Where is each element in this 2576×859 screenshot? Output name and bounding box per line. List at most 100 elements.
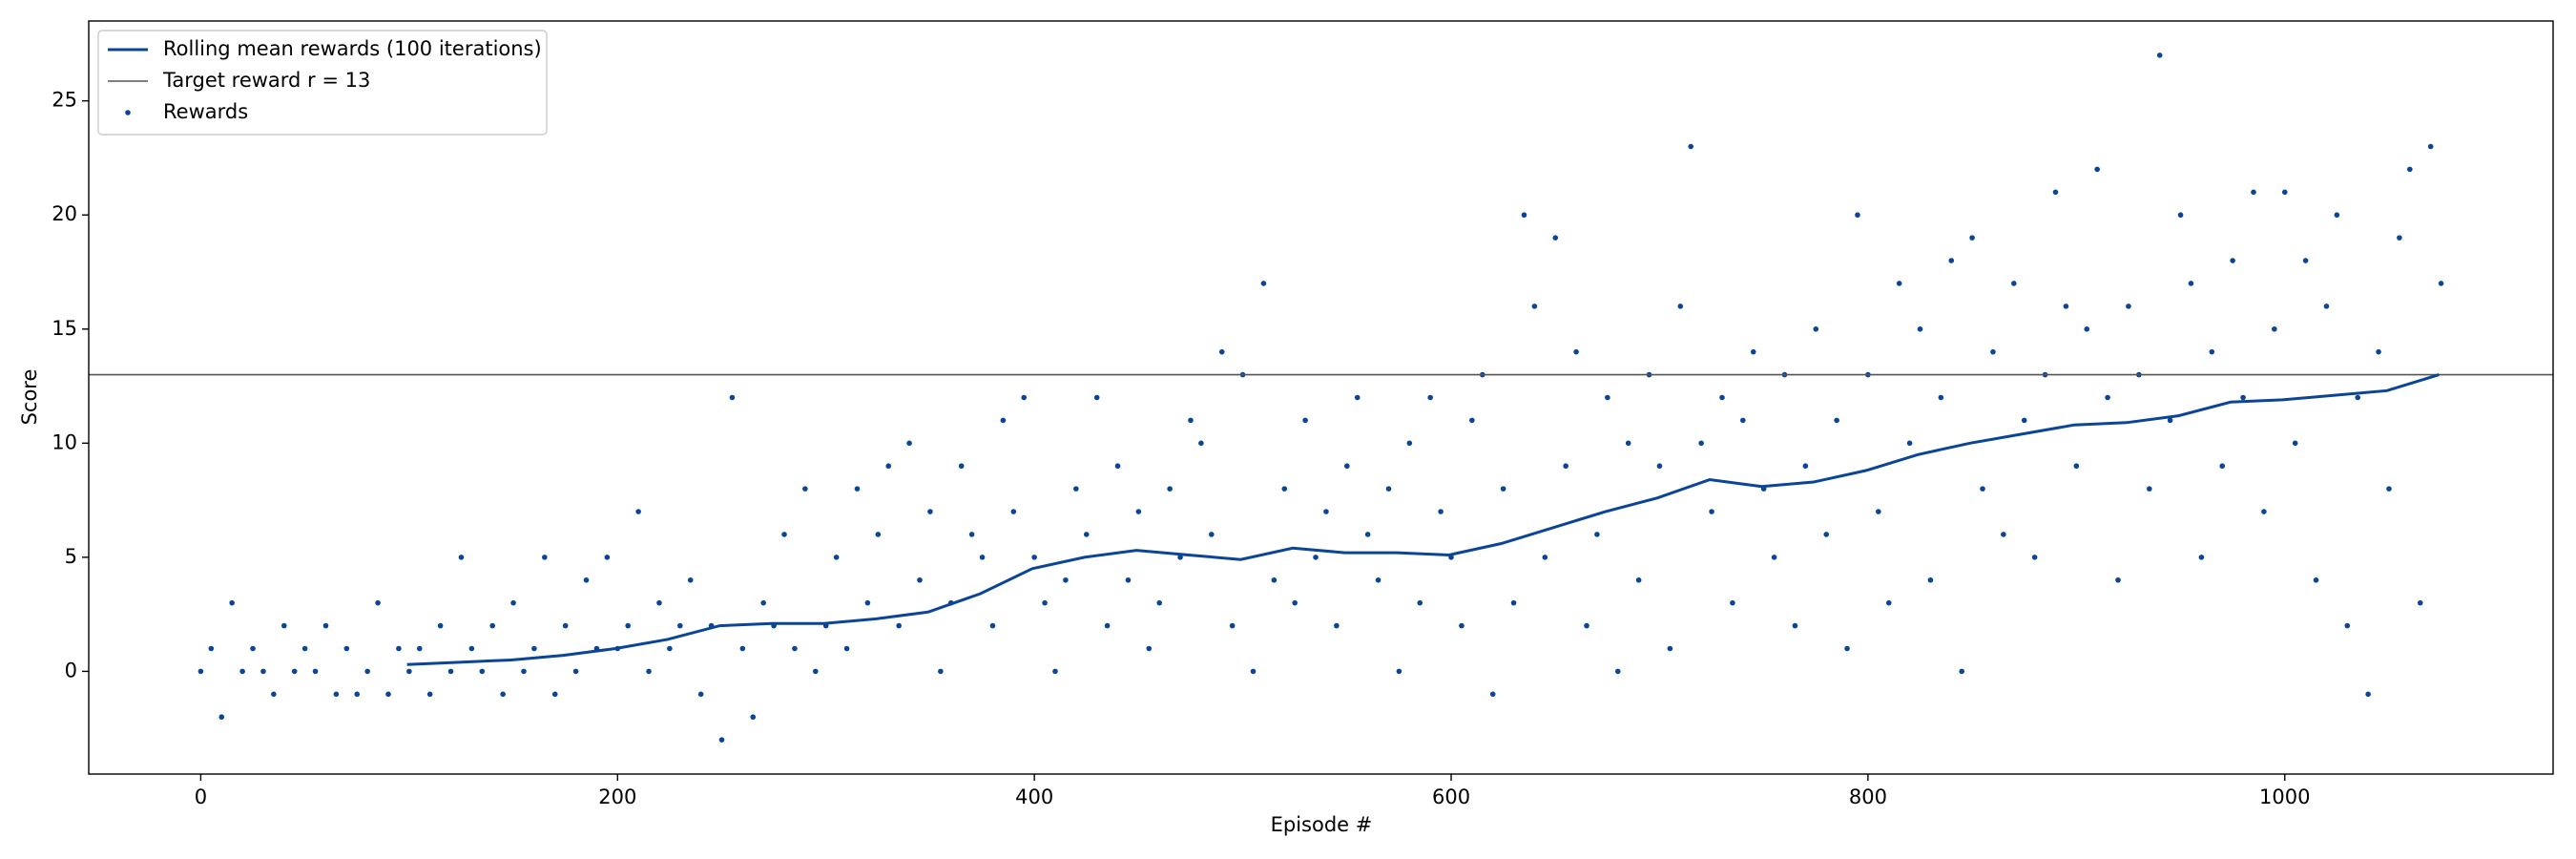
reward-point [812,668,819,675]
reward-point [510,599,516,606]
reward-point [2084,325,2090,332]
reward-point [2334,212,2340,219]
reward-point [583,576,590,583]
reward-point [1209,532,1215,537]
reward-point [1302,417,1308,424]
reward-point [2376,348,2381,355]
reward-point [1156,599,1163,606]
reward-point [479,668,486,675]
reward-point [1135,509,1142,514]
reward-point [1709,509,1714,514]
reward-point [1740,417,1746,424]
reward-point [1093,394,1100,401]
reward-point [1354,394,1361,401]
reward-point [500,691,506,698]
reward-point [1364,532,1371,537]
reward-point [426,691,433,698]
reward-point [2281,189,2288,196]
reward-point [2219,463,2226,470]
reward-point [1063,576,1069,583]
reward-point [1146,645,1153,652]
legend-marker [125,110,131,115]
reward-point [1417,599,1423,606]
reward-point [291,668,298,675]
reward-point [875,532,882,537]
reward-point [1073,486,1079,492]
reward-point [239,668,245,675]
reward-point [406,668,412,675]
reward-point [1563,463,1568,470]
reward-point [1792,622,1798,629]
reward-point [2261,509,2267,514]
reward-point [1688,143,1694,150]
x-tick-label: 0 [195,786,207,808]
reward-point [1427,394,1433,401]
reward-point [2052,189,2059,196]
reward-point [1698,440,1704,447]
x-tick-label: 1000 [2259,786,2310,808]
reward-point [885,463,892,470]
reward-point [2230,258,2235,263]
reward-point [1031,555,1037,560]
reward-point [729,394,736,401]
reward-point [2344,622,2351,629]
reward-point [1406,440,1413,447]
reward-point [458,555,465,560]
reward-point [2209,348,2215,355]
rolling-mean-line [406,373,2440,666]
reward-point [2010,281,2017,286]
reward-point [1167,486,1173,492]
reward-point [1188,417,1194,424]
reward-point [521,668,527,675]
reward-point [2407,166,2413,173]
reward-point [416,645,423,652]
reward-point [1385,486,1392,492]
reward-point [697,691,704,698]
y-tick-label: 5 [65,545,77,568]
reward-point [1218,348,1225,355]
reward-point [1334,622,1340,629]
reward-point [364,668,370,675]
reward-point [625,622,632,629]
reward-point [1313,555,1319,560]
reward-point [833,555,840,560]
reward-point [667,645,673,652]
reward-point [1052,668,1058,675]
reward-point [218,714,225,721]
reward-point [2105,394,2110,401]
reward-point [2365,691,2371,698]
reward-point [1938,394,1944,401]
legend-label: Target reward r = 13 [162,69,370,92]
y-tick-label: 20 [52,202,77,225]
reward-point [1542,555,1548,560]
reward-point [1375,576,1381,583]
reward-point [750,714,757,721]
reward-point [322,622,329,629]
reward-point [906,440,912,447]
reward-point [1990,348,1996,355]
reward-point [1104,622,1111,629]
reward-point [2397,235,2402,241]
reward-point [1896,281,1902,286]
reward-point [1573,348,1579,355]
reward-point [375,599,381,606]
reward-point [989,622,996,629]
legend-label: Rolling mean rewards (100 iterations) [163,37,542,60]
reward-point [604,555,611,560]
reward-point [542,555,548,560]
reward-point [2094,166,2100,173]
reward-point [1083,532,1090,537]
reward-point [2292,440,2298,447]
reward-point [1969,235,1975,241]
reward-point [2073,463,2080,470]
reward-point [718,737,725,743]
reward-point [1885,599,1892,606]
reward-point [2386,486,2392,492]
reward-point [1605,394,1610,401]
reward-point [1260,281,1267,286]
y-tick-label: 25 [52,89,77,112]
reward-point [1552,235,1559,241]
reward-point [1042,599,1048,606]
reward-point [938,668,944,675]
